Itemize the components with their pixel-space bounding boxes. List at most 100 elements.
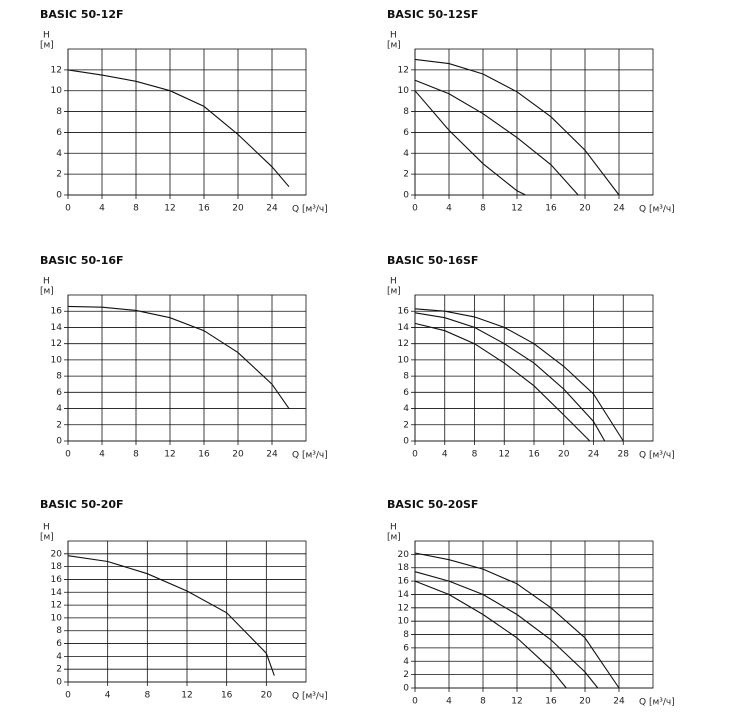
x-axis-label: Q [м³/ч] bbox=[292, 692, 328, 702]
x-tick-label: 4 bbox=[442, 450, 448, 460]
x-tick-label: 16 bbox=[545, 697, 557, 707]
x-tick-label: 24 bbox=[613, 204, 625, 214]
curve bbox=[414, 580, 567, 689]
curve bbox=[414, 312, 606, 442]
plot-frame bbox=[414, 540, 654, 689]
x-tick-label: 24 bbox=[588, 450, 600, 460]
x-tick-label: 0 bbox=[412, 204, 418, 214]
y-tick-label: 4 bbox=[56, 149, 62, 159]
x-tick-label: 12 bbox=[164, 204, 175, 214]
x-tick-label: 4 bbox=[99, 204, 105, 214]
y-tick-label: 14 bbox=[51, 323, 63, 333]
x-tick-label: 12 bbox=[511, 204, 522, 214]
y-tick-label: 12 bbox=[51, 65, 62, 75]
y-tick-label: 10 bbox=[398, 617, 410, 627]
x-tick-label: 24 bbox=[266, 204, 278, 214]
chart-title: BASIC 50-12F bbox=[40, 8, 124, 21]
y-tick-label: 6 bbox=[56, 128, 62, 138]
x-tick-label: 20 bbox=[558, 450, 570, 460]
y-tick-label: 16 bbox=[51, 307, 63, 317]
x-tick-label: 12 bbox=[511, 697, 522, 707]
y-tick-label: 16 bbox=[398, 307, 410, 317]
y-tick-label: 4 bbox=[403, 657, 409, 667]
x-axis-label: Q [м³/ч] bbox=[639, 451, 675, 461]
y-tick-label: 4 bbox=[403, 404, 409, 414]
y-tick-label: 12 bbox=[398, 65, 409, 75]
curve bbox=[414, 322, 591, 442]
y-tick-label: 10 bbox=[51, 86, 63, 96]
x-tick-label: 8 bbox=[133, 450, 139, 460]
x-tick-label: 16 bbox=[221, 691, 233, 701]
y-axis-label: H bbox=[390, 277, 397, 287]
y-tick-label: 12 bbox=[398, 339, 409, 349]
x-tick-label: 24 bbox=[266, 450, 278, 460]
y-tick-label: 0 bbox=[403, 684, 409, 694]
y-tick-label: 4 bbox=[56, 404, 62, 414]
curve bbox=[414, 571, 599, 689]
chart-title: BASIC 50-16SF bbox=[387, 254, 478, 267]
y-tick-label: 10 bbox=[398, 86, 410, 96]
curve bbox=[67, 555, 275, 676]
curve bbox=[414, 90, 526, 196]
x-tick-label: 8 bbox=[480, 204, 486, 214]
x-tick-label: 16 bbox=[528, 450, 540, 460]
x-tick-label: 12 bbox=[499, 450, 510, 460]
x-tick-label: 16 bbox=[198, 450, 210, 460]
x-tick-label: 16 bbox=[545, 204, 557, 214]
curve bbox=[67, 69, 290, 188]
y-tick-label: 4 bbox=[56, 652, 62, 662]
x-tick-label: 0 bbox=[412, 450, 418, 460]
plot-frame bbox=[67, 294, 307, 442]
x-axis-label: Q [м³/ч] bbox=[639, 698, 675, 708]
x-tick-label: 8 bbox=[480, 697, 486, 707]
y-tick-label: 0 bbox=[403, 437, 409, 447]
y-tick-label: 16 bbox=[398, 577, 410, 587]
y-axis-label: H bbox=[390, 523, 397, 533]
y-tick-label: 12 bbox=[51, 339, 62, 349]
chart-title: BASIC 50-20SF bbox=[387, 498, 478, 511]
y-tick-label: 14 bbox=[398, 590, 410, 600]
x-tick-label: 12 bbox=[164, 450, 175, 460]
x-axis-label: Q [м³/ч] bbox=[292, 205, 328, 215]
y-tick-label: 2 bbox=[56, 665, 62, 675]
x-tick-label: 24 bbox=[613, 697, 625, 707]
y-tick-label: 12 bbox=[51, 601, 62, 611]
x-tick-label: 8 bbox=[144, 691, 150, 701]
x-tick-label: 4 bbox=[446, 697, 452, 707]
y-axis-unit: [м] bbox=[40, 533, 54, 543]
y-tick-label: 14 bbox=[51, 588, 63, 598]
y-tick-label: 8 bbox=[403, 630, 409, 640]
y-axis-unit: [м] bbox=[40, 287, 54, 297]
chart-title: BASIC 50-12SF bbox=[387, 8, 478, 21]
curve bbox=[67, 305, 290, 409]
x-tick-label: 12 bbox=[181, 691, 192, 701]
curve bbox=[414, 79, 579, 196]
x-axis-label: Q [м³/ч] bbox=[639, 205, 675, 215]
x-tick-label: 20 bbox=[579, 697, 591, 707]
y-tick-label: 18 bbox=[51, 562, 63, 572]
y-axis-unit: [м] bbox=[387, 41, 401, 51]
chart-title: BASIC 50-20F bbox=[40, 498, 124, 511]
y-axis-label: H bbox=[390, 31, 397, 41]
chart-title: BASIC 50-16F bbox=[40, 254, 124, 267]
x-tick-label: 4 bbox=[446, 204, 452, 214]
y-tick-label: 6 bbox=[403, 388, 409, 398]
x-tick-label: 8 bbox=[472, 450, 478, 460]
y-tick-label: 0 bbox=[56, 191, 62, 201]
x-tick-label: 0 bbox=[65, 204, 71, 214]
y-tick-label: 10 bbox=[398, 355, 410, 365]
x-tick-label: 0 bbox=[65, 691, 71, 701]
y-axis-label: H bbox=[43, 277, 50, 287]
x-tick-label: 16 bbox=[198, 204, 210, 214]
y-axis-label: H bbox=[43, 523, 50, 533]
curve bbox=[414, 308, 624, 442]
y-tick-label: 6 bbox=[403, 643, 409, 653]
x-axis-label: Q [м³/ч] bbox=[292, 451, 328, 461]
x-tick-label: 20 bbox=[261, 691, 273, 701]
y-tick-label: 8 bbox=[56, 107, 62, 117]
curve bbox=[414, 552, 620, 689]
y-tick-label: 16 bbox=[51, 575, 63, 585]
y-tick-label: 4 bbox=[403, 149, 409, 159]
y-tick-label: 12 bbox=[398, 603, 409, 613]
